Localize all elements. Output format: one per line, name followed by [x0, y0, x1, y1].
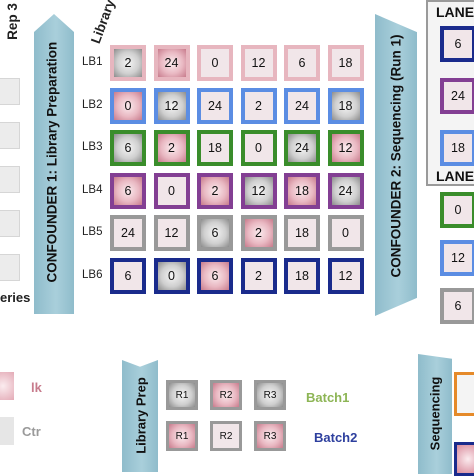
cell: R1: [166, 421, 198, 451]
cell: 12: [240, 172, 277, 209]
cell: 2: [153, 130, 190, 166]
series-label: eries: [0, 290, 31, 305]
lane1-title: LANE: [436, 4, 474, 20]
cell: 18: [284, 257, 320, 294]
rep-cell: [0, 254, 20, 281]
library-header: Library: [88, 0, 118, 46]
row-label: LB2: [82, 98, 103, 111]
lane2-title: LANE: [436, 168, 474, 184]
cell: 6: [110, 257, 146, 294]
cell: 6: [110, 130, 146, 166]
cell: 6: [440, 26, 474, 62]
cell: 2: [240, 87, 277, 124]
cell: R2: [210, 380, 242, 410]
cell: 12: [327, 257, 364, 294]
cell: 0: [153, 172, 190, 209]
cell: 6: [284, 45, 320, 81]
cell: 12: [327, 130, 364, 166]
row-label: LB6: [82, 268, 103, 281]
rep-cell: [0, 210, 20, 237]
cell: 12: [240, 45, 277, 81]
cell: 0: [327, 215, 364, 251]
sequencing-cell-orange: [454, 372, 474, 416]
sequencing-cell-red: [454, 442, 474, 476]
library-prep-banner: [122, 360, 158, 472]
cell: 24: [440, 78, 474, 114]
row-label: LB4: [82, 183, 103, 196]
ctr-legend-swatch: [0, 417, 14, 445]
cell: 18: [327, 45, 364, 81]
cell: 18: [284, 172, 320, 209]
batch2-label: Batch2: [314, 430, 358, 445]
cell: 2: [240, 215, 277, 251]
confounder1-banner: [34, 14, 74, 314]
cell: 6: [440, 288, 474, 324]
lk-legend-swatch: [0, 372, 14, 400]
cell: R1: [166, 380, 198, 410]
cell: 18: [197, 130, 233, 166]
cell: 0: [197, 45, 233, 81]
cell: 24: [284, 87, 320, 124]
cell: 0: [440, 192, 474, 228]
cell: 12: [440, 240, 474, 276]
cell: 0: [110, 87, 146, 124]
cell: 18: [284, 215, 320, 251]
row-label: LB5: [82, 226, 103, 238]
rep-cell: [0, 122, 20, 149]
cell: 24: [153, 45, 190, 81]
cell: 6: [110, 172, 146, 209]
confounder2-label: CONFOUNDER 2: Sequencing (Run 1): [388, 34, 404, 278]
cell: 24: [197, 87, 233, 124]
ctr-legend-label: Ctr: [22, 424, 41, 439]
cell: 12: [153, 87, 190, 124]
rep-header: Rep 3: [4, 3, 20, 40]
cell: 0: [240, 130, 277, 166]
cell: 24: [110, 215, 146, 251]
sequencing-banner: [418, 354, 452, 474]
sequencing-label: Sequencing: [427, 376, 443, 451]
rep-cell: [0, 78, 20, 105]
confounder1-label: CONFOUNDER 1: Library Preparation: [44, 41, 60, 283]
cell: R2: [210, 421, 242, 451]
confounder2-banner: [375, 14, 417, 316]
cell: 6: [197, 257, 233, 294]
cell: 2: [110, 45, 146, 81]
library-prep-label: Library Prep: [133, 377, 149, 454]
rep-cell: [0, 166, 20, 193]
lk-legend-label: lk: [31, 380, 42, 395]
cell: 2: [197, 172, 233, 209]
row-label: LB1: [82, 56, 103, 68]
cell: R3: [254, 380, 286, 410]
cell: 18: [327, 87, 364, 124]
row-label: LB3: [82, 141, 103, 153]
cell: 6: [197, 215, 233, 251]
cell: 24: [284, 130, 320, 166]
batch1-label: Batch1: [306, 390, 350, 405]
cell: 12: [153, 215, 190, 251]
cell: 0: [153, 257, 190, 294]
cell: R3: [254, 421, 286, 451]
cell: 2: [240, 257, 277, 294]
cell: 24: [327, 172, 364, 209]
cell: 18: [440, 130, 474, 166]
